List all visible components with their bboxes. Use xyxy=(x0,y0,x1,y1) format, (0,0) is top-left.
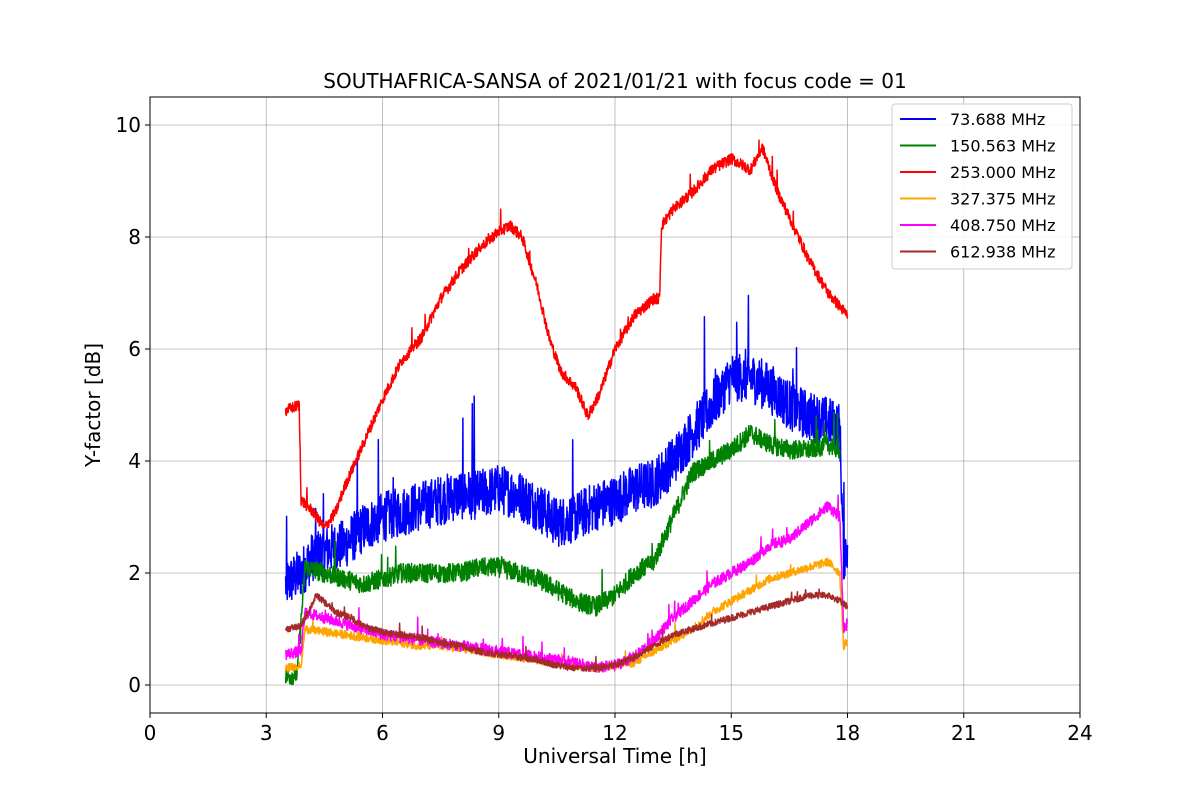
x-tick-label: 6 xyxy=(376,721,389,745)
x-tick-label: 9 xyxy=(492,721,505,745)
y-tick-label: 4 xyxy=(128,449,141,473)
y-axis-label: Y-factor [dB] xyxy=(81,343,105,468)
legend-label: 73.688 MHz xyxy=(950,110,1045,129)
plot-area xyxy=(284,139,849,686)
y-tick-label: 0 xyxy=(128,673,141,697)
series-line-2 xyxy=(284,411,841,686)
series-line-3 xyxy=(284,139,849,529)
x-tick-label: 24 xyxy=(1067,721,1092,745)
chart-title: SOUTHAFRICA-SANSA of 2021/01/21 with foc… xyxy=(323,69,907,93)
y-tick-label: 6 xyxy=(128,337,141,361)
x-tick-label: 0 xyxy=(144,721,157,745)
legend-label: 612.938 MHz xyxy=(950,243,1055,262)
legend-label: 253.000 MHz xyxy=(950,163,1055,182)
x-tick-label: 15 xyxy=(719,721,744,745)
legend: 73.688 MHz 150.563 MHz 253.000 MHz 327.375 … xyxy=(891,103,1073,270)
legend-label: 327.375 MHz xyxy=(950,190,1055,209)
legend-box xyxy=(891,103,1073,270)
x-axis-label: Universal Time [h] xyxy=(523,744,706,768)
y-tick-label: 10 xyxy=(116,113,141,137)
x-tick-label: 18 xyxy=(835,721,860,745)
legend-label: 150.563 MHz xyxy=(950,137,1055,156)
x-tick-label: 3 xyxy=(260,721,273,745)
series-line-6 xyxy=(284,588,849,673)
x-tick-label: 21 xyxy=(951,721,976,745)
y-tick-label: 8 xyxy=(128,225,141,249)
x-tick-label: 12 xyxy=(602,721,627,745)
legend-label: 408.750 MHz xyxy=(950,216,1055,235)
y-tick-label: 2 xyxy=(128,561,141,585)
series-line-1 xyxy=(284,294,849,601)
